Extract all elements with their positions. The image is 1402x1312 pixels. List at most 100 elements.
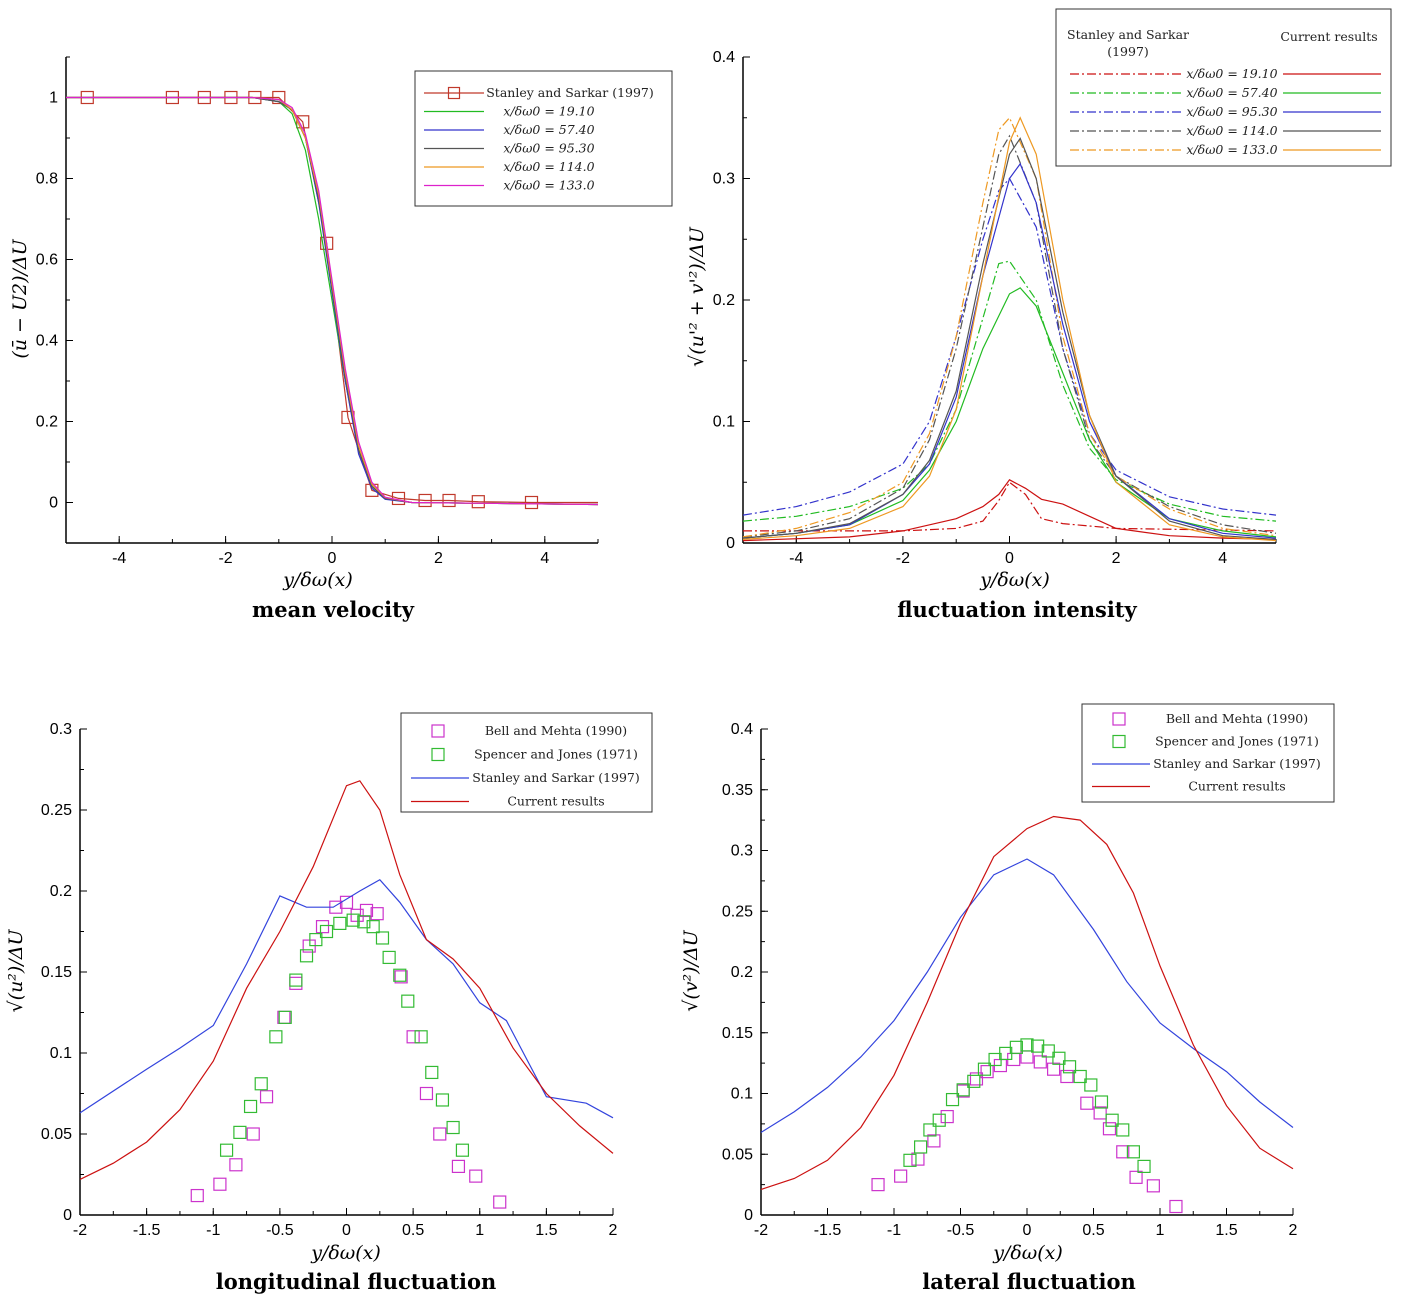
series-x-0-95-30-2-line [742, 177, 1277, 516]
legend-label: x/δω0 = 57.40 [1186, 85, 1277, 100]
series-bell-and-mehta-1990--0-point [493, 1195, 507, 1209]
series-spencer-and-jones-1971--1-point [299, 949, 314, 963]
series-spencer-and-jones-1971--1-point [945, 1092, 960, 1107]
legend-label: x/δω0 = 133.0 [503, 178, 594, 193]
x-tick-label: 0 [328, 550, 337, 567]
series-spencer-and-jones-1971--1-point [278, 1010, 292, 1024]
series-spencer-and-jones-1971--1-point [401, 994, 415, 1008]
series-spencer-and-jones-1971--1-point [233, 1125, 247, 1139]
series-spencer-and-jones-1971--1-point [382, 950, 396, 965]
x-tick-label: -0.5 [266, 1222, 294, 1239]
series-bell-and-mehta-1990--0-point [190, 1188, 204, 1203]
series-spencer-and-jones-1971--1-point [1116, 1123, 1130, 1137]
series-spencer-and-jones-1971--1-point [393, 968, 407, 982]
x-tick-label: -4 [789, 550, 803, 567]
series-spencer-and-jones-1971--1-point [956, 1083, 970, 1097]
y-tick-label: 0 [63, 1207, 72, 1224]
series-bell-and-mehta-1990--0-point [927, 1134, 941, 1148]
series-x-0-19-10-0-line [743, 481, 1277, 532]
xlabel-fluctuation-intensity: y/δω(x) [979, 569, 1050, 591]
series-spencer-and-jones-1971--1-point [375, 931, 390, 945]
x-tick-label: 2 [1112, 550, 1121, 567]
y-tick-label: 0.2 [731, 964, 753, 981]
legend-lateral-fluctuation: Bell and Mehta (1990) Spencer and Jones (… [1081, 703, 1335, 803]
legend-header-current: Current results [1280, 29, 1377, 44]
y-tick-label: 0 [49, 495, 58, 512]
series-x-0-57-40-6-line [742, 287, 1277, 539]
legend-label: Spencer and Jones (1971) [1155, 734, 1319, 749]
x-tick-label: -1 [206, 1222, 220, 1239]
legend-header-year: (1997) [1107, 44, 1149, 59]
series-spencer-and-jones-1971--1-point [903, 1153, 917, 1167]
x-tick-label: -1.5 [133, 1222, 161, 1239]
series-bell-and-mehta-1990--0-point [980, 1065, 994, 1079]
y-tick-label: 0.4 [36, 333, 58, 350]
x-tick-label: 0.5 [1082, 1222, 1104, 1239]
series-stanley-and-sarkar-1997--0-point [524, 495, 539, 510]
y-tick-label: 0.35 [722, 782, 753, 799]
legend-label: Spencer and Jones (1971) [474, 747, 638, 762]
series-bell-and-mehta-1990--0-point [419, 1086, 434, 1101]
y-tick-label: 0.05 [41, 1126, 72, 1143]
series-bell-and-mehta-1990--0-point [871, 1178, 885, 1192]
series-bell-and-mehta-1990--0-point [1046, 1062, 1061, 1076]
series-spencer-and-jones-1971--1-point [913, 1140, 928, 1154]
series-spencer-and-jones-1971--1-point [357, 915, 371, 929]
series-bell-and-mehta-1990--0-point [894, 1169, 908, 1183]
ylabel-fluctuation-intensity: √(u'² + v'²)/ΔU [686, 226, 708, 367]
series-spencer-and-jones-1971--1-point [319, 924, 334, 939]
legend-swatch-marker [1112, 712, 1126, 726]
y-tick-label: 0.4 [713, 49, 735, 66]
series-bell-and-mehta-1990--0-point [370, 907, 384, 921]
series-bell-and-mehta-1990--0-point [1093, 1106, 1107, 1120]
series-spencer-and-jones-1971--1-point [254, 1077, 268, 1091]
y-tick-label: 0.25 [722, 903, 753, 920]
x-tick-label: 2 [609, 1222, 618, 1239]
series-x-0-133-0-5-line [66, 96, 599, 506]
y-tick-label: 0.2 [36, 414, 58, 431]
series-spencer-and-jones-1971--1-point [1105, 1113, 1119, 1127]
series-spencer-and-jones-1971--1-point [1020, 1038, 1034, 1052]
x-tick-label: 0 [1023, 1222, 1032, 1239]
series-spencer-and-jones-1971--1-point [1073, 1069, 1087, 1084]
y-tick-label: 0.15 [722, 1025, 753, 1042]
y-tick-label: 0 [726, 535, 735, 552]
y-tick-label: 1 [49, 90, 58, 107]
series-bell-and-mehta-1990--0-point [469, 1169, 483, 1183]
series-spencer-and-jones-1971--1-point [1062, 1060, 1077, 1074]
x-tick-label: 4 [1218, 550, 1227, 567]
legend-label: x/δω0 = 133.0 [1186, 142, 1277, 157]
series-bell-and-mehta-1990--0-point [969, 1072, 984, 1086]
series-bell-and-mehta-1990--0-point [213, 1177, 227, 1191]
legend-header-stanley: Stanley and Sarkar [1067, 27, 1189, 42]
legend-label: x/δω0 = 95.30 [503, 141, 594, 156]
y-tick-label: 0.3 [731, 843, 753, 860]
series-spencer-and-jones-1971--1-point [269, 1030, 283, 1044]
y-tick-label: 0.2 [50, 883, 72, 900]
series-spencer-and-jones-1971--1-point [1041, 1044, 1055, 1058]
series-bell-and-mehta-1990--0-point [1169, 1199, 1183, 1214]
series-bell-and-mehta-1990--0-point [1116, 1145, 1130, 1159]
series-x-0-95-30-3-line [66, 96, 599, 506]
series-spencer-and-jones-1971--1-point [366, 920, 380, 934]
series-bell-and-mehta-1990--0-point [1146, 1179, 1160, 1193]
series-spencer-and-jones-1971--1-point [333, 916, 347, 931]
series-bell-and-mehta-1990--0-point [259, 1090, 274, 1104]
series-spencer-and-jones-1971--1-point [1084, 1078, 1098, 1092]
xlabel-mean-velocity: y/δω(x) [282, 569, 353, 591]
series-stanley-and-sarkar-1997--2-line [79, 878, 614, 1119]
series-spencer-and-jones-1971--1-point [435, 1093, 450, 1107]
panel-longitudinal-fluctuation: longitudinal fluctuation y/δω(x) √(u²)/Δ… [5, 712, 653, 1294]
legend-swatch-marker [447, 86, 461, 100]
series-spencer-and-jones-1971--1-point [1137, 1159, 1151, 1174]
series-bell-and-mehta-1990--0-point [359, 903, 374, 918]
legend-label: Stanley and Sarkar (1997) [1153, 756, 1321, 771]
y-tick-label: 0.8 [36, 171, 58, 188]
x-tick-label: -2 [754, 1222, 768, 1239]
caption-mean-velocity: mean velocity [252, 597, 415, 622]
legend-label: x/δω0 = 114.0 [1186, 123, 1277, 138]
series-bell-and-mehta-1990--0-point [433, 1127, 447, 1141]
legend-label: x/δω0 = 19.10 [503, 104, 594, 119]
series-bell-and-mehta-1990--0-point [246, 1127, 260, 1141]
